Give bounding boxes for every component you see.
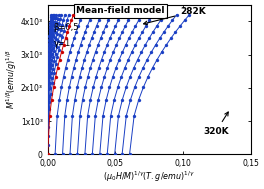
Text: γ=1: γ=1 xyxy=(54,39,71,48)
Text: β=0,5: β=0,5 xyxy=(54,23,79,32)
Text: 282K: 282K xyxy=(144,7,206,25)
Text: 320K: 320K xyxy=(203,112,229,136)
Y-axis label: $M^{1/\beta}(emu/g)^{1/\beta}$: $M^{1/\beta}(emu/g)^{1/\beta}$ xyxy=(5,50,19,109)
X-axis label: $(\mu_0H/M)^{1/\gamma}(T.g/emu)^{1/\gamma}$: $(\mu_0H/M)^{1/\gamma}(T.g/emu)^{1/\gamm… xyxy=(103,170,195,184)
Text: Mean-field model: Mean-field model xyxy=(77,6,165,15)
